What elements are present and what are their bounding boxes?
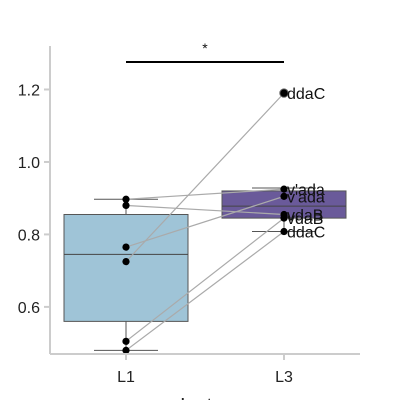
point-L3 [279, 88, 289, 98]
pair-line [125, 92, 285, 263]
boxes [63, 187, 347, 351]
point-L1 [122, 195, 130, 203]
point-L3 [280, 192, 288, 200]
point-L1 [122, 243, 130, 251]
y-tick-label: 0.8 [18, 227, 40, 244]
pair-line [125, 195, 285, 248]
data-points [122, 88, 289, 354]
point-L3 [280, 227, 288, 236]
point-label: vdaB [287, 207, 323, 224]
x-tick-label: L1 [117, 369, 135, 386]
point-L1 [122, 201, 130, 210]
x-tick-label: L3 [275, 369, 293, 386]
point-L3 [280, 214, 288, 222]
axes: 0.6 0.8 1.0 1.2 L1 L3 Instar [18, 46, 360, 400]
y-tick-label: 0.6 [18, 300, 40, 317]
point-L1 [122, 258, 130, 266]
pair-line [125, 204, 285, 216]
point-label: v'ada [287, 182, 325, 199]
point-label: ddaC [287, 225, 325, 242]
y-tick-label: 1.0 [18, 155, 40, 172]
pair-line [125, 231, 285, 351]
box-L1 [63, 213, 189, 322]
point-label: v'ada [287, 189, 325, 206]
significance-label: * [202, 40, 208, 56]
point-label: ddaC [287, 86, 325, 103]
significance-bracket: * [126, 40, 284, 63]
pair-line [125, 188, 285, 200]
pair-line [125, 217, 285, 342]
point-label: vdaB [287, 211, 323, 228]
x-axis-title: Instar [180, 395, 230, 400]
y-tick-label: 1.2 [18, 82, 40, 99]
point-L3 [280, 185, 288, 193]
point-L1 [122, 337, 130, 345]
point-L1 [122, 346, 130, 354]
